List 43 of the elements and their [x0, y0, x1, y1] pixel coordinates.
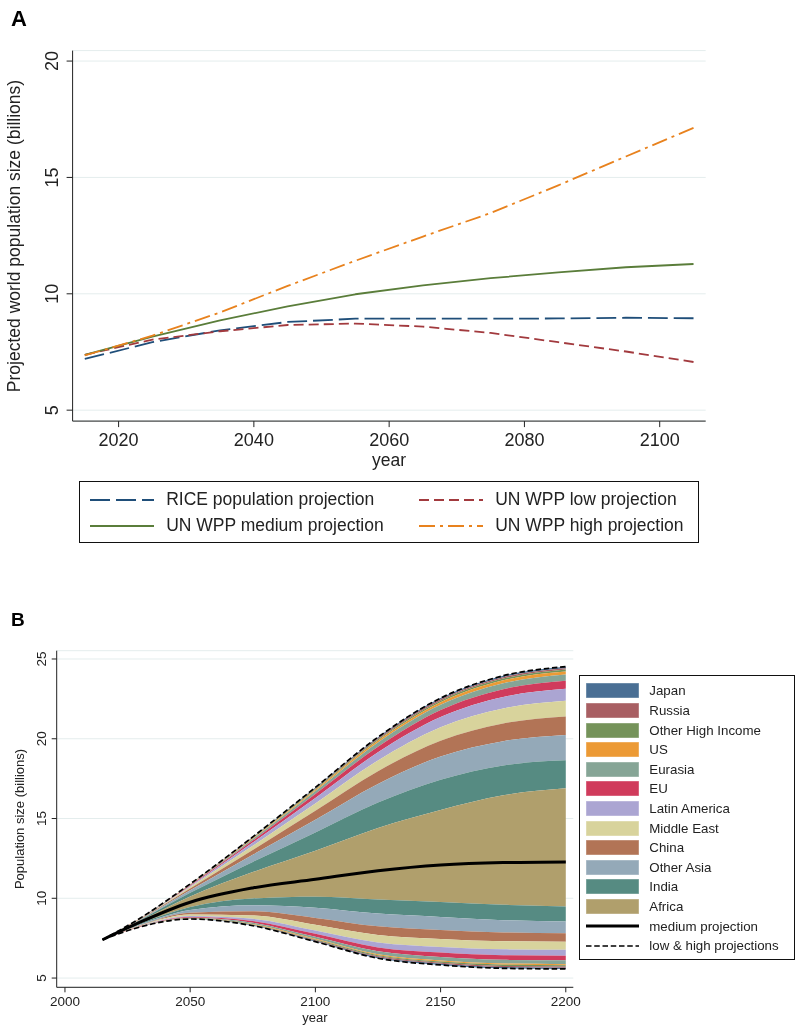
legend-label: Other High Income	[649, 722, 761, 738]
x-tick-label: 2060	[369, 429, 410, 450]
legend-label: UN WPP medium projection	[166, 515, 384, 536]
legend-label: Eurasia	[649, 761, 695, 777]
x-tick-label: 2100	[300, 993, 331, 1009]
y-tick-label: 20	[34, 731, 50, 747]
x-tick-label: 2020	[98, 429, 139, 450]
y-tick-label: 10	[41, 283, 62, 304]
legend-label: Latin America	[649, 800, 730, 816]
legend-label: India	[649, 879, 679, 895]
x-tick-label: 2040	[233, 429, 274, 450]
x-tick-label: 2000	[49, 993, 80, 1009]
legend-label: UN WPP low projection	[495, 489, 677, 510]
legend-label: Other Asia	[649, 859, 712, 875]
x-tick-label: 2100	[639, 429, 680, 450]
legend-label: China	[649, 840, 685, 856]
y-tick-label: 15	[34, 811, 50, 827]
y-tick-label: 5	[34, 974, 50, 982]
x-tick-label: 2050	[175, 993, 206, 1009]
legend-label: Russia	[649, 702, 690, 718]
x-tick-label: 2200	[550, 993, 581, 1009]
legend-label: Africa	[649, 898, 684, 914]
y-tick-label: 15	[41, 167, 62, 188]
legend-label: US	[649, 742, 668, 758]
chart-title: A	[11, 6, 27, 31]
x-tick-label: 2080	[504, 429, 545, 450]
x-axis-title: year	[372, 450, 407, 471]
y-axis-title: Projected world population size (billions)	[4, 79, 25, 392]
y-axis-title: Population size (billions)	[11, 748, 27, 890]
legend-label: Middle East	[649, 820, 719, 836]
y-tick-label: 10	[34, 890, 50, 906]
y-tick-label: 25	[34, 651, 50, 667]
y-tick-label: 5	[41, 405, 62, 416]
y-tick-label: 20	[41, 51, 62, 72]
legend-label: RICE population projection	[166, 489, 375, 510]
legend-label: UN WPP high projection	[495, 515, 684, 536]
legend-label: EU	[649, 781, 668, 797]
x-axis-title: year	[302, 1009, 328, 1025]
x-tick-label: 2150	[425, 993, 456, 1009]
chart-title: B	[11, 609, 25, 630]
legend-label: Japan	[649, 683, 686, 699]
legend-label: low & high projections	[649, 938, 779, 954]
legend-label: medium projection	[649, 918, 758, 934]
